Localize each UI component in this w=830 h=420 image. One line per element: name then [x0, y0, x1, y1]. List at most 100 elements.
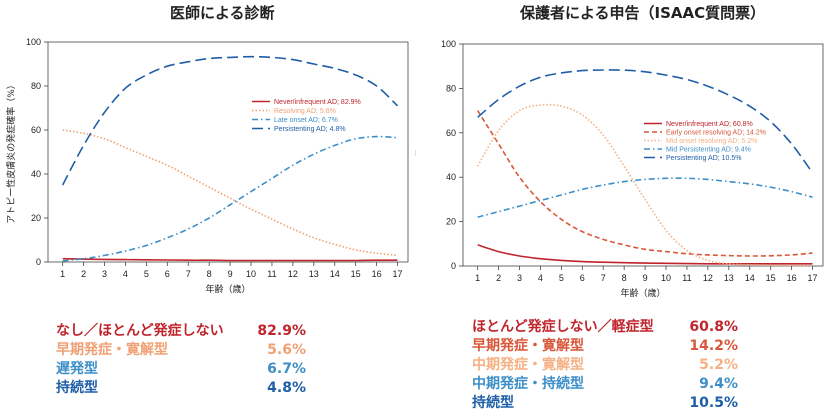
- legend-label: Mid onset resolving AD; 5.2%: [666, 138, 757, 145]
- x-tick-label: 4: [123, 269, 128, 279]
- x-tick-label: 15: [351, 269, 361, 279]
- summary-value: 5.2%: [699, 357, 738, 373]
- x-tick-label: 16: [787, 273, 797, 283]
- x-tick-label: 10: [246, 269, 256, 279]
- summary-row: 中期発症・持続型 9.4%: [472, 375, 738, 394]
- summary-value: 9.4%: [699, 376, 738, 392]
- y-tick-label: 40: [31, 169, 41, 179]
- y-axis-title: アトピー性皮膚炎の発症確率（%）: [5, 80, 17, 224]
- x-tick-label: 10: [661, 273, 671, 283]
- summary-value: 10.5%: [689, 395, 738, 411]
- y-tick-label: 100: [26, 37, 41, 47]
- summary-row: 早期発症・寛解型 14.2%: [472, 337, 738, 356]
- x-tick-label: 7: [601, 273, 606, 283]
- plot-frame: [462, 43, 824, 267]
- x-tick-label: 13: [309, 269, 319, 279]
- x-tick-label: 16: [372, 269, 382, 279]
- series-line: [477, 103, 813, 267]
- summary-row: 遅発型 6.7%: [56, 360, 306, 379]
- legend-label: Resolving AD; 5.6%: [274, 108, 336, 115]
- y-tick-label: 60: [31, 125, 41, 135]
- x-tick-label: 4: [538, 273, 543, 283]
- x-tick-label: 11: [682, 273, 691, 283]
- left-summary-list: なし／ほとんど発症しない 82.9% 早期発症・寛解型 5.6% 遅発型 6.7…: [56, 322, 306, 398]
- legend-label: Never/infrequent AD; 82.9%: [274, 99, 361, 106]
- y-tick-label: 20: [31, 213, 41, 223]
- panel-divider: [415, 150, 416, 156]
- x-tick-label: 5: [144, 269, 149, 279]
- legend-label: Mid Persistenting AD; 9.4%: [666, 147, 751, 154]
- legend-label: Late onset AD; 6.7%: [274, 117, 338, 124]
- y-tick-label: 0: [451, 261, 456, 271]
- series-line: [62, 135, 398, 262]
- summary-label: 持続型: [56, 380, 98, 396]
- summary-value: 14.2%: [689, 338, 738, 354]
- x-tick-label: 14: [330, 269, 340, 279]
- right-chart-title: 保護者による申告（ISAAC質問票）: [520, 4, 766, 22]
- x-tick-label: 9: [643, 273, 648, 283]
- series-line: [477, 244, 813, 265]
- series-line: [62, 257, 398, 262]
- series-line: [61, 55, 399, 186]
- summary-row: 早期発症・寛解型 5.6%: [56, 341, 306, 360]
- right-summary-list: ほとんど発症しない／軽症型 60.8% 早期発症・寛解型 14.2% 中期発症・…: [472, 318, 738, 413]
- summary-label: 中期発症・持続型: [472, 376, 584, 392]
- series-line: [477, 110, 813, 257]
- x-axis-title: 年齢（歳）: [620, 287, 665, 299]
- x-tick-label: 3: [102, 269, 107, 279]
- series-line: [62, 129, 398, 257]
- legend-label: Never/infrequent AD; 60.8%: [666, 121, 753, 128]
- x-tick-label: 9: [228, 269, 233, 279]
- y-tick-label: 100: [441, 39, 456, 49]
- x-tick-label: 2: [496, 273, 501, 283]
- x-tick-label: 13: [724, 273, 734, 283]
- x-tick-label: 3: [517, 273, 522, 283]
- summary-value: 60.8%: [689, 319, 738, 335]
- summary-label: 遅発型: [56, 361, 98, 377]
- x-tick-label: 14: [745, 273, 755, 283]
- summary-row: 持続型 4.8%: [56, 379, 306, 398]
- x-tick-label: 15: [766, 273, 776, 283]
- summary-label: ほとんど発症しない／軽症型: [472, 319, 654, 335]
- y-tick-label: 80: [446, 83, 456, 93]
- summary-label: 持続型: [472, 395, 514, 411]
- x-axis-title: 年齢（歳）: [205, 283, 250, 295]
- y-tick-label: 60: [446, 128, 456, 138]
- x-tick-label: 12: [288, 269, 298, 279]
- x-tick-label: 8: [207, 269, 212, 279]
- summary-row: 持続型 10.5%: [472, 394, 738, 413]
- x-tick-label: 11: [267, 269, 276, 279]
- y-tick-label: 40: [446, 172, 456, 182]
- y-tick-label: 20: [446, 217, 456, 227]
- summary-label: 中期発症・寛解型: [472, 357, 584, 373]
- summary-value: 4.8%: [267, 380, 306, 396]
- summary-value: 6.7%: [267, 361, 306, 377]
- summary-value: 82.9%: [257, 323, 306, 339]
- x-tick-label: 6: [165, 269, 170, 279]
- y-tick-label: 0: [36, 257, 41, 267]
- summary-label: なし／ほとんど発症しない: [56, 323, 224, 339]
- x-tick-label: 17: [393, 269, 403, 279]
- x-tick-label: 8: [622, 273, 627, 283]
- summary-row: ほとんど発症しない／軽症型 60.8%: [472, 318, 738, 337]
- legend-label: Persistenting AD; 10.5%: [666, 155, 742, 162]
- x-tick-label: 2: [81, 269, 86, 279]
- y-tick-label: 80: [31, 81, 41, 91]
- legend-label: Early onset resolving AD; 14.2%: [666, 130, 766, 137]
- x-tick-label: 7: [186, 269, 191, 279]
- x-tick-label: 17: [808, 273, 818, 283]
- x-tick-label: 1: [475, 273, 480, 283]
- summary-label: 早期発症・寛解型: [56, 342, 168, 358]
- x-tick-label: 1: [60, 269, 65, 279]
- series-line: [477, 177, 813, 218]
- summary-value: 5.6%: [267, 342, 306, 358]
- summary-label: 早期発症・寛解型: [472, 338, 584, 354]
- x-tick-label: 5: [559, 273, 564, 283]
- summary-row: 中期発症・寛解型 5.2%: [472, 356, 738, 375]
- summary-row: なし／ほとんど発症しない 82.9%: [56, 322, 306, 341]
- legend-label: Persistenting AD; 4.8%: [274, 126, 346, 133]
- left-chart-title: 医師による診断: [170, 4, 275, 22]
- plot-frame: [47, 41, 409, 263]
